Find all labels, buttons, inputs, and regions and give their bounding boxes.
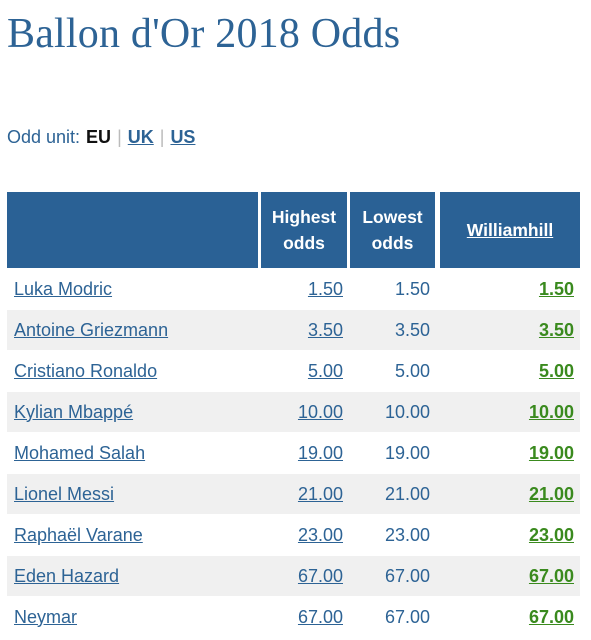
- bookmaker-header: Williamhill: [440, 192, 580, 268]
- player-cell: Eden Hazard: [7, 555, 261, 596]
- lowest-odds-cell: 21.00: [350, 473, 440, 514]
- player-link[interactable]: Eden Hazard: [14, 565, 120, 586]
- highest-odds-link[interactable]: 10.00: [297, 401, 343, 422]
- player-link[interactable]: Cristiano Ronaldo: [14, 360, 158, 381]
- lowest-odds-cell: 23.00: [350, 514, 440, 555]
- table-row: Luka Modric 1.50 1.50 1.50: [7, 268, 580, 309]
- table-row: Neymar 67.00 67.00 67.00: [7, 596, 580, 637]
- highest-odds-cell: 3.50: [261, 309, 350, 350]
- highest-odds-cell: 67.00: [261, 555, 350, 596]
- player-link[interactable]: Mohamed Salah: [14, 442, 146, 463]
- williamhill-odds-cell: 1.50: [440, 268, 580, 309]
- odd-unit-label: Odd unit:: [7, 127, 81, 147]
- odd-unit-selector: Odd unit: EU | UK | US: [7, 127, 195, 148]
- williamhill-odds-link[interactable]: 67.00: [528, 606, 574, 627]
- player-link[interactable]: Lionel Messi: [14, 483, 115, 504]
- player-cell: Lionel Messi: [7, 473, 261, 514]
- player-link[interactable]: Kylian Mbappé: [14, 401, 134, 422]
- williamhill-odds-cell: 67.00: [440, 555, 580, 596]
- odds-table-body: Luka Modric 1.50 1.50 1.50 Antoine Griezmann…: [7, 268, 580, 637]
- lowest-odds-cell: 3.50: [350, 309, 440, 350]
- highest-odds-link[interactable]: 23.00: [297, 524, 343, 545]
- table-row: Cristiano Ronaldo 5.00 5.00 5.00: [7, 350, 580, 391]
- player-cell: Kylian Mbappé: [7, 391, 261, 432]
- williamhill-odds-link[interactable]: 1.50: [538, 278, 574, 299]
- williamhill-odds-cell: 23.00: [440, 514, 580, 555]
- highest-odds-cell: 19.00: [261, 432, 350, 473]
- odds-table: Highest odds Lowest odds Williamhill Luk…: [7, 192, 580, 637]
- odd-unit-divider: |: [117, 127, 122, 147]
- page-title: Ballon d'Or 2018 Odds: [7, 11, 401, 57]
- odd-unit-current: EU: [86, 127, 112, 147]
- player-link[interactable]: Raphaël Varane: [14, 524, 143, 545]
- table-row: Mohamed Salah 19.00 19.00 19.00: [7, 432, 580, 473]
- player-link[interactable]: Luka Modric: [14, 278, 113, 299]
- highest-odds-link[interactable]: 5.00: [307, 360, 343, 381]
- lowest-odds-cell: 10.00: [350, 391, 440, 432]
- table-row: Raphaël Varane 23.00 23.00 23.00: [7, 514, 580, 555]
- highest-odds-link[interactable]: 67.00: [297, 606, 343, 627]
- highest-odds-link[interactable]: 1.50: [307, 278, 343, 299]
- lowest-odds-cell: 1.50: [350, 268, 440, 309]
- highest-odds-header: Highest odds: [261, 192, 350, 268]
- williamhill-odds-link[interactable]: 5.00: [538, 360, 574, 381]
- player-link[interactable]: Neymar: [14, 606, 78, 627]
- odd-unit-us-link[interactable]: US: [170, 127, 196, 147]
- player-cell: Neymar: [7, 596, 261, 637]
- highest-odds-header-line1: Highest: [271, 207, 337, 227]
- player-cell: Mohamed Salah: [7, 432, 261, 473]
- williamhill-odds-link[interactable]: 67.00: [528, 565, 574, 586]
- lowest-odds-cell: 67.00: [350, 555, 440, 596]
- lowest-odds-header-line1: Lowest: [362, 207, 423, 227]
- player-link[interactable]: Antoine Griezmann: [14, 319, 169, 340]
- williamhill-odds-cell: 3.50: [440, 309, 580, 350]
- williamhill-odds-cell: 5.00: [440, 350, 580, 391]
- odd-unit-uk-link[interactable]: UK: [127, 127, 154, 147]
- highest-odds-link[interactable]: 67.00: [297, 565, 343, 586]
- williamhill-odds-link[interactable]: 10.00: [528, 401, 574, 422]
- highest-odds-cell: 1.50: [261, 268, 350, 309]
- player-cell: Luka Modric: [7, 268, 261, 309]
- highest-odds-cell: 21.00: [261, 473, 350, 514]
- lowest-odds-header-line2: odds: [371, 233, 414, 253]
- table-row: Kylian Mbappé 10.00 10.00 10.00: [7, 391, 580, 432]
- highest-odds-cell: 23.00: [261, 514, 350, 555]
- highest-odds-link[interactable]: 21.00: [297, 483, 343, 504]
- player-cell: Cristiano Ronaldo: [7, 350, 261, 391]
- table-row: Antoine Griezmann 3.50 3.50 3.50: [7, 309, 580, 350]
- highest-odds-header-line2: odds: [283, 233, 325, 253]
- highest-odds-link[interactable]: 3.50: [307, 319, 343, 340]
- player-column-header: [7, 192, 261, 268]
- williamhill-odds-link[interactable]: 21.00: [528, 483, 574, 504]
- odd-unit-divider: |: [159, 127, 165, 147]
- williamhill-odds-cell: 10.00: [440, 391, 580, 432]
- player-cell: Antoine Griezmann: [7, 309, 261, 350]
- williamhill-odds-link[interactable]: 3.50: [538, 319, 574, 340]
- table-row: Eden Hazard 67.00 67.00 67.00: [7, 555, 580, 596]
- lowest-odds-cell: 5.00: [350, 350, 440, 391]
- lowest-odds-cell: 67.00: [350, 596, 440, 637]
- table-header-row: Highest odds Lowest odds Williamhill: [7, 192, 580, 268]
- highest-odds-cell: 10.00: [261, 391, 350, 432]
- williamhill-odds-cell: 21.00: [440, 473, 580, 514]
- highest-odds-link[interactable]: 19.00: [297, 442, 343, 463]
- williamhill-link[interactable]: Williamhill: [466, 220, 554, 240]
- lowest-odds-cell: 19.00: [350, 432, 440, 473]
- williamhill-odds-link[interactable]: 23.00: [528, 524, 574, 545]
- highest-odds-cell: 67.00: [261, 596, 350, 637]
- player-cell: Raphaël Varane: [7, 514, 261, 555]
- highest-odds-cell: 5.00: [261, 350, 350, 391]
- table-row: Lionel Messi 21.00 21.00 21.00: [7, 473, 580, 514]
- williamhill-odds-link[interactable]: 19.00: [528, 442, 574, 463]
- williamhill-odds-cell: 19.00: [440, 432, 580, 473]
- lowest-odds-header: Lowest odds: [350, 192, 440, 268]
- williamhill-odds-cell: 67.00: [440, 596, 580, 637]
